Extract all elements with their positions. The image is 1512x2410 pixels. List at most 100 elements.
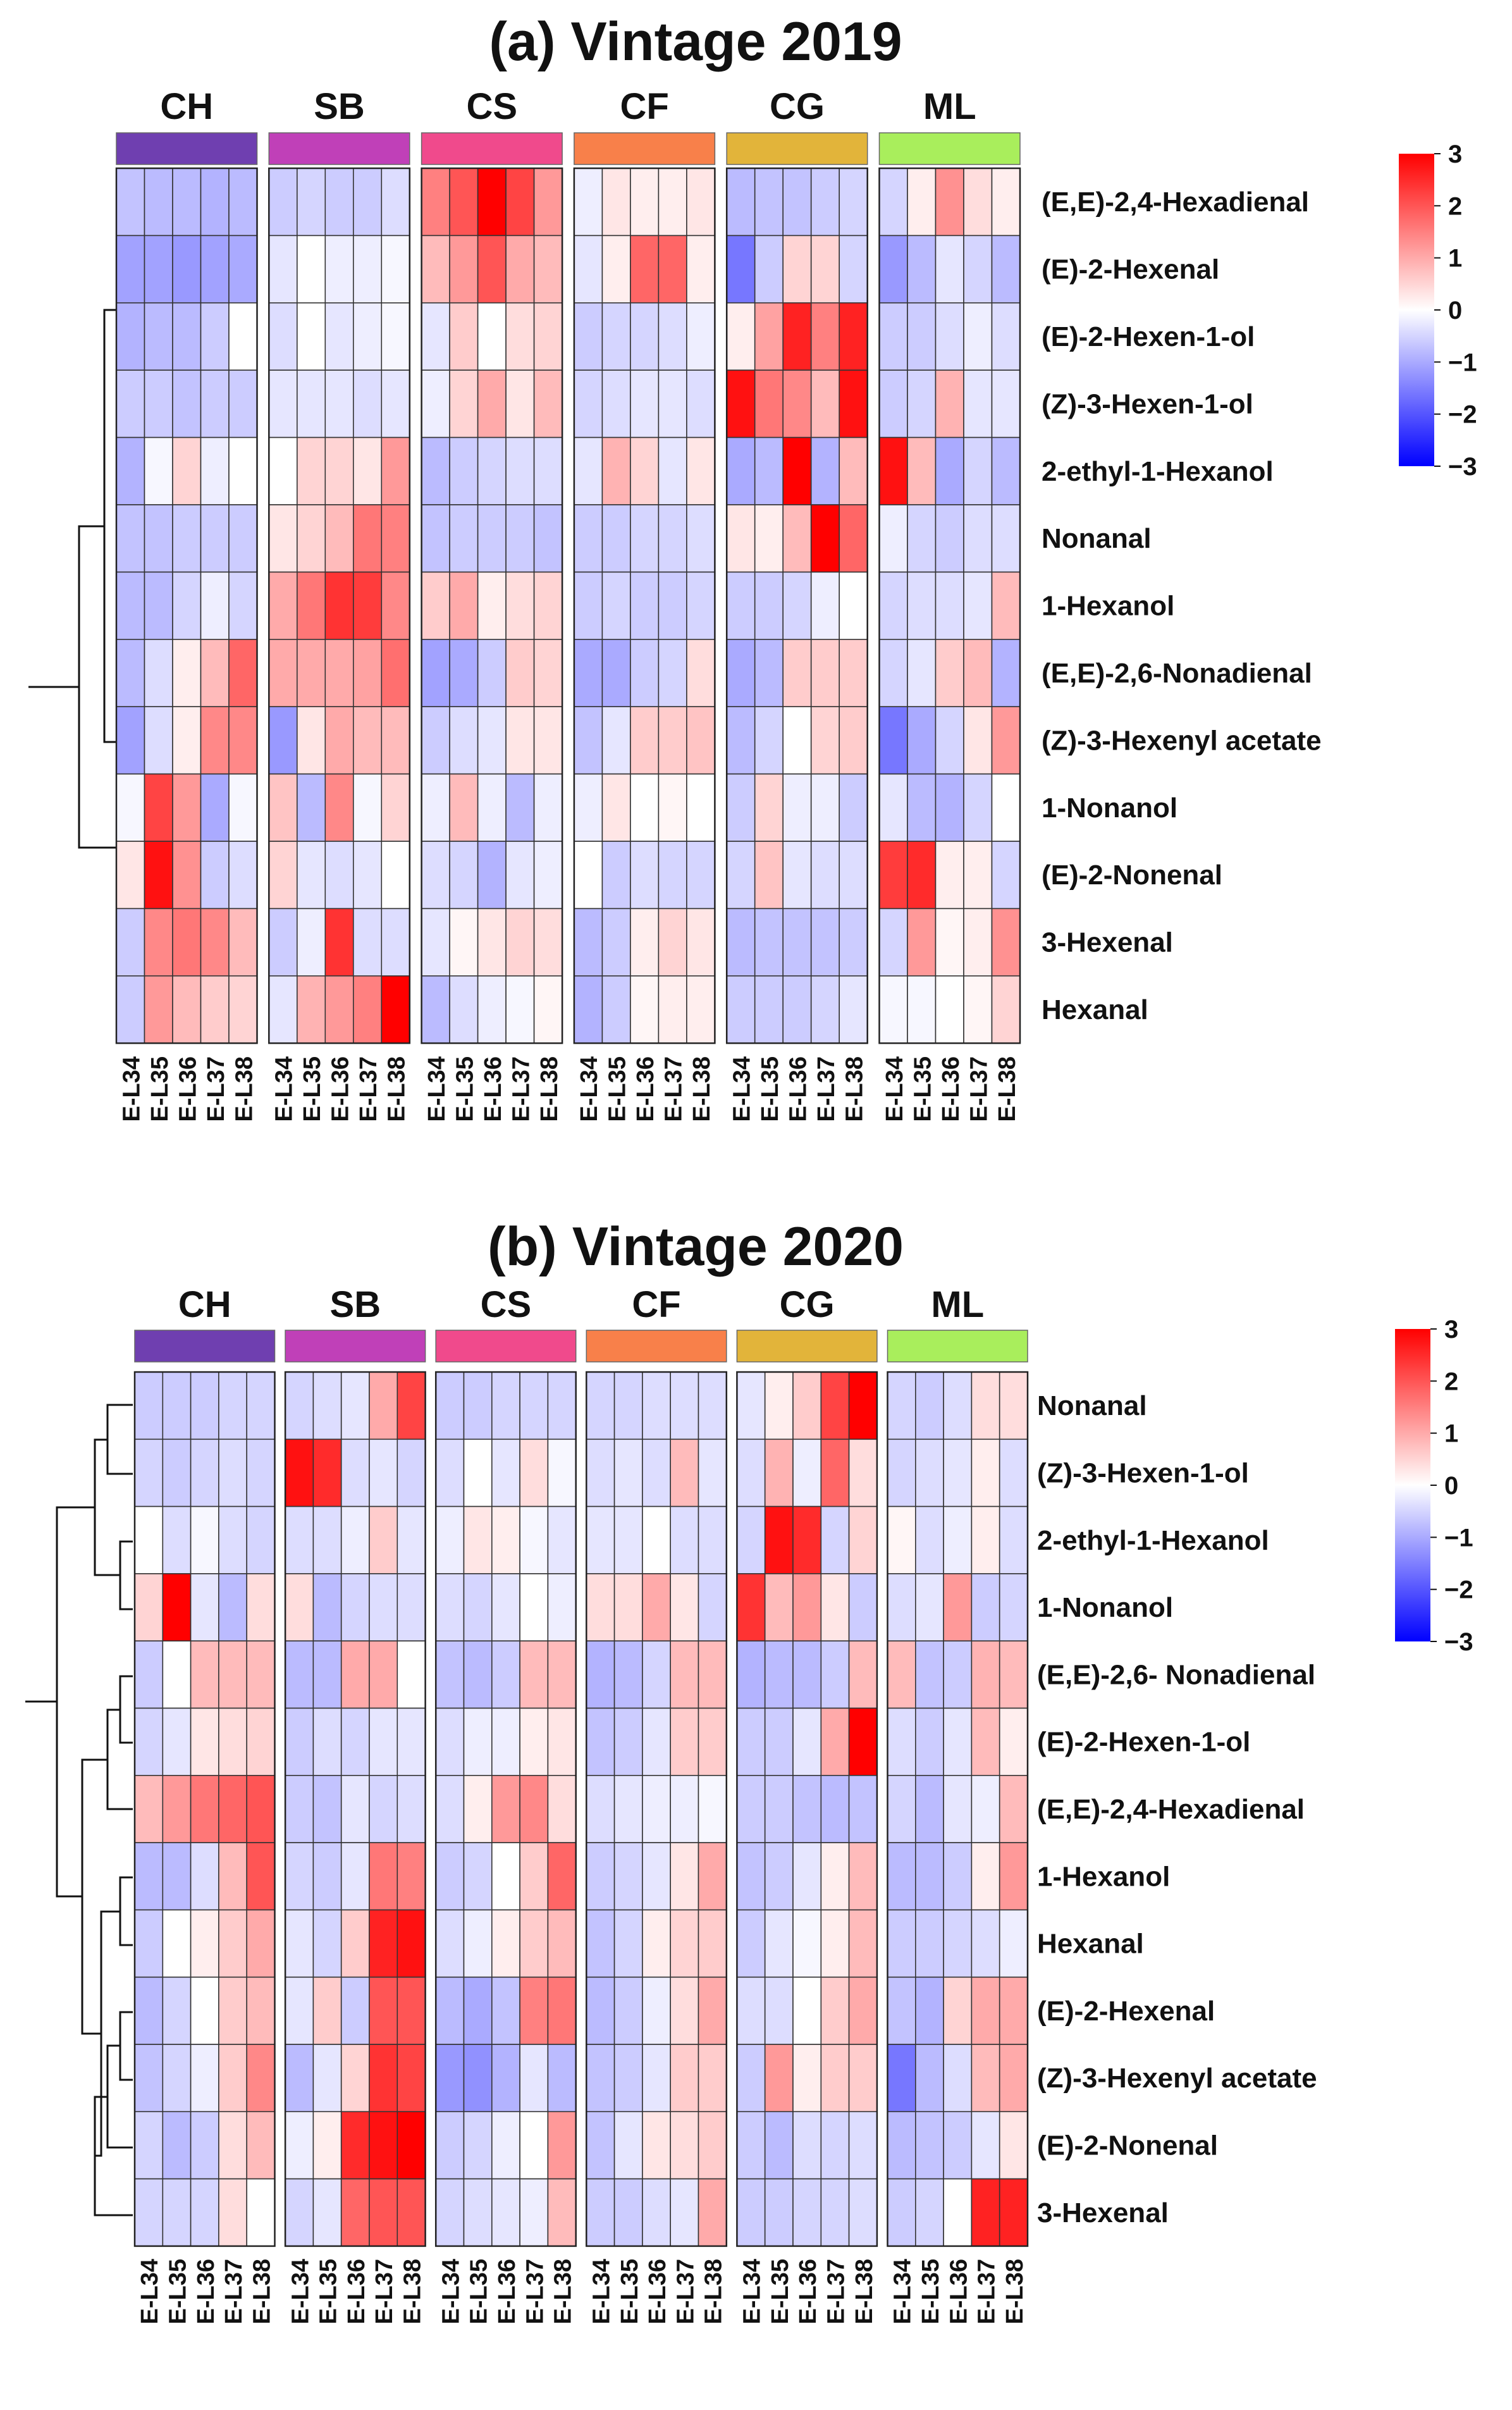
heatmap-cell bbox=[754, 369, 784, 438]
heatmap-cell bbox=[887, 1371, 916, 1440]
heatmap-cell bbox=[369, 1573, 398, 1641]
heatmap-cell bbox=[519, 1909, 549, 1978]
column-label: E-L37 bbox=[661, 1056, 687, 1122]
colorbar-tick-label: 3 bbox=[1448, 140, 1462, 168]
heatmap-cell bbox=[736, 1909, 766, 1978]
group-label: CS bbox=[467, 86, 518, 127]
heatmap-cell bbox=[943, 1775, 973, 1843]
group-block-border bbox=[887, 1371, 1029, 2247]
heatmap-cell bbox=[971, 1707, 1000, 1776]
heatmap-cell bbox=[935, 504, 964, 573]
heatmap-cell bbox=[144, 975, 173, 1044]
group-color-bar bbox=[421, 132, 563, 165]
heatmap-cell bbox=[340, 2178, 370, 2247]
heatmap-cell bbox=[381, 436, 410, 505]
heatmap-cell bbox=[352, 841, 383, 910]
heatmap-cell bbox=[312, 2178, 342, 2247]
heatmap-cell bbox=[352, 235, 383, 304]
heatmap-cell bbox=[285, 1707, 314, 1776]
heatmap-cell bbox=[505, 571, 535, 640]
group-label: CH bbox=[178, 1284, 231, 1325]
heatmap-cell bbox=[491, 1842, 520, 1911]
heatmap-cell bbox=[172, 706, 202, 775]
column-label: E-L35 bbox=[605, 1056, 631, 1122]
heatmap-cell bbox=[820, 2111, 850, 2180]
heatmap-cell bbox=[449, 908, 479, 977]
heatmap-cell bbox=[613, 1371, 643, 1440]
heatmap-cell bbox=[642, 2178, 672, 2247]
colorbar-tick-label: 1 bbox=[1444, 1420, 1458, 1448]
group-color-bar bbox=[134, 1330, 276, 1363]
heatmap-cell bbox=[839, 908, 868, 977]
heatmap-cell bbox=[547, 1640, 577, 1709]
heatmap-cell bbox=[935, 571, 964, 640]
heatmap-cell bbox=[686, 235, 716, 304]
heatmap-cell bbox=[449, 436, 479, 505]
heatmap-cell bbox=[547, 1505, 577, 1574]
heatmap-cell bbox=[246, 2044, 276, 2113]
colorbar-gradient bbox=[1399, 154, 1434, 466]
heatmap-cell bbox=[963, 908, 993, 977]
heatmap-cell bbox=[162, 2111, 192, 2180]
heatmap-cell bbox=[477, 369, 507, 438]
heatmap-cell bbox=[698, 1707, 727, 1776]
heatmap-cell bbox=[991, 638, 1021, 707]
column-label: E-L34 bbox=[890, 2259, 916, 2324]
heatmap-cell bbox=[162, 1842, 192, 1911]
heatmap-cell bbox=[491, 1573, 520, 1641]
heatmap-cell bbox=[533, 369, 563, 438]
heatmap-cell bbox=[477, 841, 507, 910]
heatmap-cell bbox=[810, 436, 840, 505]
heatmap-cell bbox=[218, 1976, 247, 2045]
heatmap-cell bbox=[839, 975, 868, 1044]
heatmap-cell bbox=[190, 2178, 219, 2247]
heatmap-cell bbox=[144, 436, 173, 505]
heatmap-cell bbox=[943, 2111, 973, 2180]
heatmap-cell bbox=[943, 1505, 973, 1574]
heatmap-cell bbox=[369, 1371, 398, 1440]
heatmap-cell bbox=[613, 1640, 643, 1709]
heatmap-cell bbox=[352, 638, 383, 707]
heatmap-cell bbox=[547, 1438, 577, 1507]
heatmap-cell bbox=[935, 302, 964, 371]
heatmap-cell bbox=[190, 1640, 219, 1709]
heatmap-cell bbox=[116, 908, 145, 977]
heatmap-cell bbox=[519, 1842, 549, 1911]
heatmap-cell bbox=[296, 638, 326, 707]
heatmap-cell bbox=[519, 1640, 549, 1709]
heatmap-cell bbox=[848, 2111, 878, 2180]
heatmap-cell bbox=[726, 302, 756, 371]
heatmap-cell bbox=[586, 1573, 615, 1641]
heatmap-cell bbox=[878, 908, 908, 977]
heatmap-cell bbox=[943, 2178, 973, 2247]
heatmap-cell bbox=[698, 1640, 727, 1709]
heatmap-cell bbox=[491, 1371, 520, 1440]
column-label: E-L36 bbox=[644, 2259, 671, 2324]
heatmap-cell bbox=[736, 1505, 766, 1574]
heatmap-cell bbox=[991, 908, 1021, 977]
heatmap-cell bbox=[268, 168, 298, 237]
heatmap-cell bbox=[218, 2111, 247, 2180]
heatmap-cell bbox=[907, 975, 937, 1044]
heatmap-cell bbox=[586, 1438, 615, 1507]
heatmap-cell bbox=[642, 1909, 672, 1978]
heatmap-cell bbox=[352, 302, 383, 371]
heatmap-cell bbox=[134, 1909, 164, 1978]
heatmap-cell bbox=[574, 841, 603, 910]
heatmap-cell bbox=[228, 638, 258, 707]
heatmap-cell bbox=[519, 1976, 549, 2045]
heatmap-cell bbox=[296, 504, 326, 573]
column-label: E-L38 bbox=[1002, 2259, 1028, 2324]
heatmap-cell bbox=[421, 975, 450, 1044]
row-label: 2-ethyl-1-Hexanol bbox=[1042, 456, 1274, 487]
heatmap-cell bbox=[421, 908, 450, 977]
group-color-bar bbox=[285, 1330, 426, 1363]
heatmap-cell bbox=[340, 1842, 370, 1911]
heatmap-cell bbox=[312, 1505, 342, 1574]
heatmap-cell bbox=[116, 302, 145, 371]
heatmap-cell bbox=[381, 841, 410, 910]
heatmap-cell bbox=[144, 841, 173, 910]
heatmap-cell bbox=[907, 908, 937, 977]
heatmap-cell bbox=[613, 1909, 643, 1978]
heatmap-cell bbox=[658, 908, 687, 977]
